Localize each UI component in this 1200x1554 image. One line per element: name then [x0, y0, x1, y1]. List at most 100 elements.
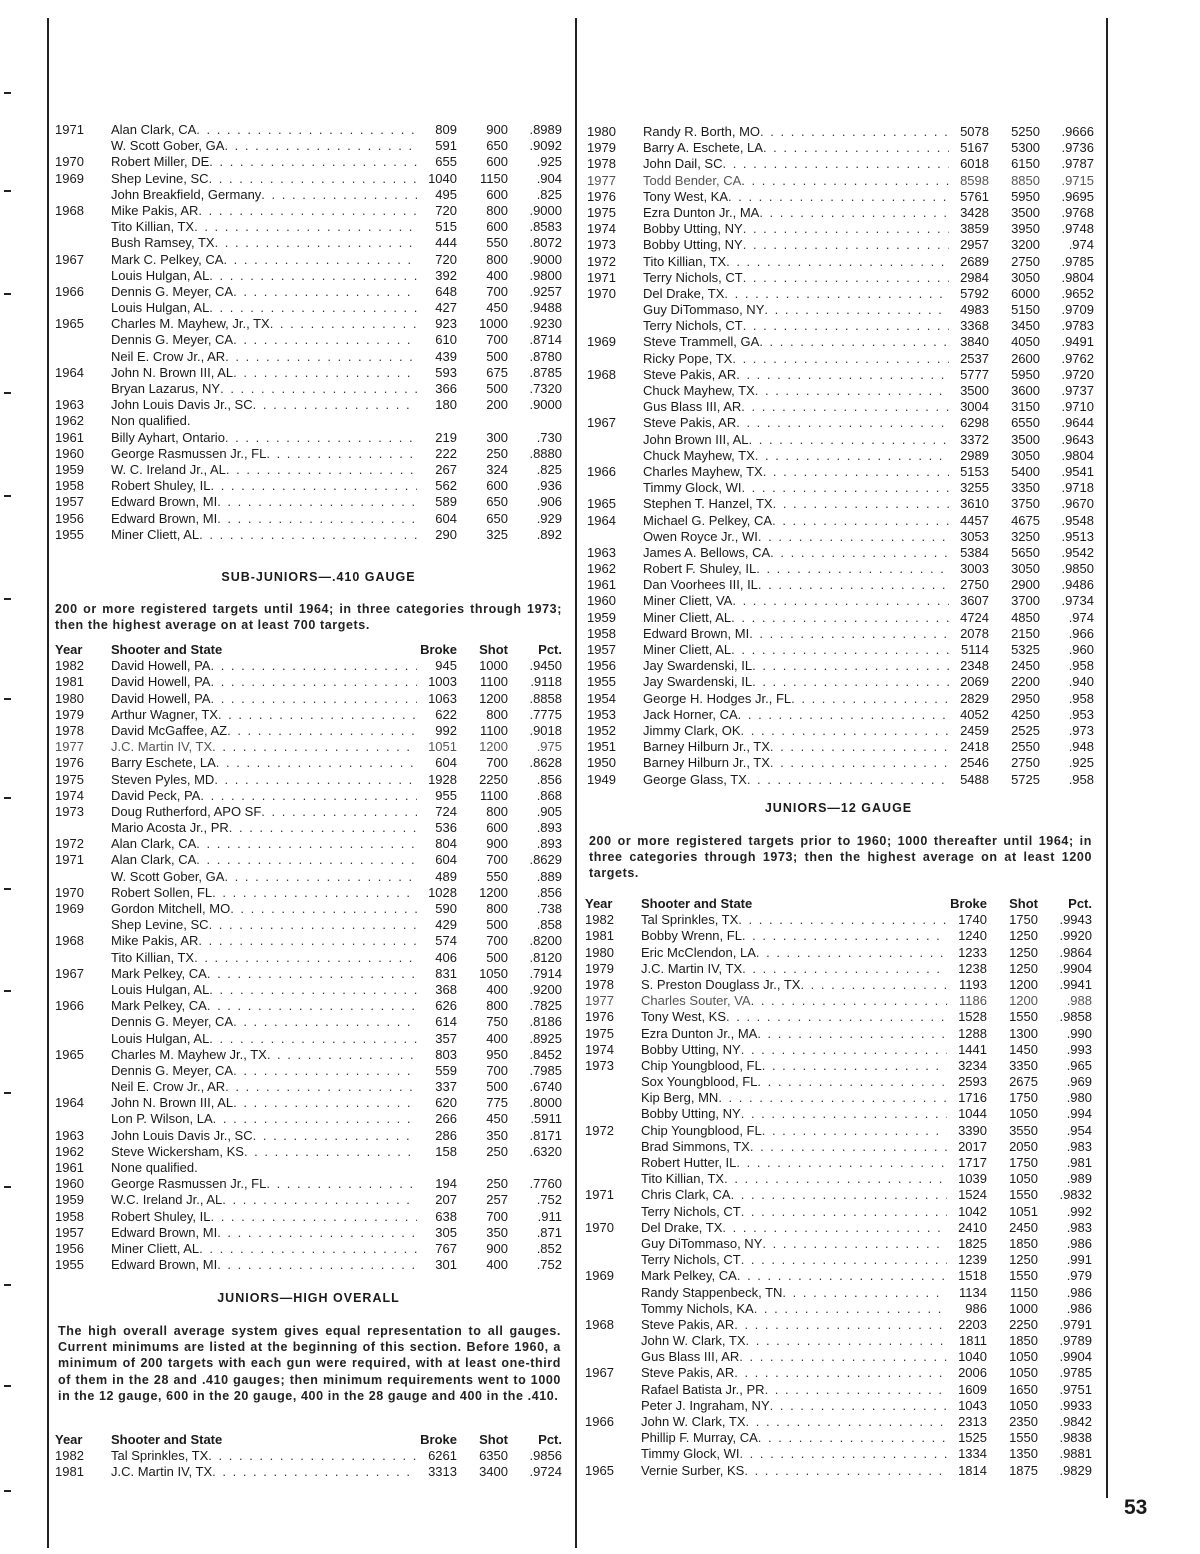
year-cell: 1957	[55, 494, 84, 510]
dot-leader: . . . . . . . . . . . . . . . . . . . . …	[200, 787, 417, 803]
broke-cell: 3368	[960, 318, 989, 334]
pct-cell: .988	[1066, 993, 1092, 1009]
year-cell: 1958	[55, 1208, 84, 1224]
shot-cell: 1050	[479, 965, 508, 981]
dot-leader: . . . . . . . . . . . . . . . . . . . . …	[740, 1041, 947, 1057]
shooter-cell: Charles M. Mayhew, Jr., TX	[111, 316, 270, 332]
shooter-cell: Del Drake, TX	[643, 285, 725, 301]
table-row: Louis Hulgan, AL . . . . . . . . . . . .…	[55, 300, 562, 316]
left-continued-table: 1971 Alan Clark, CA . . . . . . . . . . .…	[55, 122, 562, 543]
broke-cell: 1043	[958, 1397, 987, 1413]
dot-leader: . . . . . . . . . . . . . . . . . . . . …	[734, 1365, 947, 1381]
shooter-cell: Steve Trammell, GA	[643, 334, 760, 350]
shot-cell: 1550	[1009, 1187, 1038, 1203]
broke-cell: 1003	[428, 674, 457, 690]
dot-leader: . . . . . . . . . . . . . . . . . . . . …	[252, 397, 417, 413]
year-cell: 1982	[585, 912, 614, 928]
pct-cell: .738	[536, 901, 562, 916]
year-cell: 1973	[55, 803, 84, 819]
dot-leader: . . . . . . . . . . . . . . . . . . . . …	[210, 690, 417, 706]
table-row: 1967 Steve Pakis, AR . . . . . . . . . . …	[585, 1365, 1092, 1381]
year-cell: 1961	[55, 1160, 84, 1175]
broke-cell: 158	[435, 1143, 457, 1159]
broke-cell: 5167	[960, 140, 989, 156]
broke-cell: 574	[435, 933, 457, 949]
year-cell	[585, 1398, 641, 1414]
broke-cell: 5792	[960, 285, 989, 301]
dot-leader: . . . . . . . . . . . . . . . . . . . . …	[757, 1430, 947, 1446]
shooter-cell: Guy DiTommaso, NY	[641, 1235, 763, 1251]
table-row: Louis Hulgan, AL . . . . . . . . . . . .…	[55, 268, 562, 284]
table-row: 1972 Alan Clark, CA . . . . . . . . . . .…	[55, 836, 562, 852]
table-row: 1958 Robert Shuley, IL . . . . . . . . . …	[55, 1209, 562, 1225]
table-row: 1965 Charles M. Mayhew, Jr., TX . . . . .…	[55, 316, 562, 332]
pct-cell: .954	[1066, 1122, 1092, 1138]
broke-cell: 638	[435, 1208, 457, 1224]
broke-cell: 2984	[960, 269, 989, 285]
dot-leader: . . . . . . . . . . . . . . . . . . . . …	[233, 364, 417, 380]
table-row: 1959 Miner Cliett, AL . . . . . . . . . .…	[587, 610, 1094, 626]
dot-leader: . . . . . . . . . . . . . . . . . . . . …	[740, 1106, 947, 1122]
broke-cell	[417, 413, 457, 429]
margin-mark	[4, 1186, 11, 1188]
table-row: Bobby Utting, NY . . . . . . . . . . . .…	[585, 1106, 1092, 1122]
shot-cell: 5650	[1011, 544, 1040, 560]
dot-leader: . . . . . . . . . . . . . . . . . . . . …	[800, 976, 947, 992]
dot-leader: . . . . . . . . . . . . . . . . . . . . …	[261, 803, 417, 819]
pct-cell: .9787	[1061, 156, 1094, 172]
shooter-cell: David Howell, PA	[111, 690, 211, 706]
pct-cell: .9643	[1061, 431, 1094, 447]
broke-cell: 1288	[958, 1025, 987, 1041]
year-cell: 1970	[55, 884, 84, 900]
shot-cell: 1450	[1009, 1041, 1038, 1057]
dot-leader: . . . . . . . . . . . . . . . . . . . . …	[233, 1062, 417, 1078]
broke-cell: 1334	[958, 1446, 987, 1462]
broke-cell: 1717	[958, 1155, 987, 1170]
pct-cell: .9666	[1061, 124, 1094, 139]
table-row: Terry Nichols, CT . . . . . . . . . . . …	[585, 1252, 1092, 1268]
broke-cell: 6261	[428, 1448, 457, 1464]
pct-cell: .9118	[530, 674, 562, 690]
pct-cell: .9832	[1059, 1187, 1092, 1203]
shot-cell: 700	[486, 283, 508, 299]
table-row: 1954 George H. Hodges Jr., FL . . . . . .…	[587, 691, 1094, 707]
table-row: Dennis G. Meyer, CA . . . . . . . . . . …	[55, 332, 562, 348]
table-row: 1964 John N. Brown III, AL . . . . . . . …	[55, 1095, 562, 1111]
broke-cell: 986	[965, 1300, 987, 1316]
shooter-cell: Dennis G. Meyer, CA	[111, 1062, 234, 1078]
table-row: 1957 Edward Brown, MI . . . . . . . . . .…	[55, 1225, 562, 1241]
shooter-cell: Dennis G. Meyer, CA	[111, 1014, 234, 1030]
pct-cell: .980	[1066, 1090, 1092, 1106]
shooter-cell: Charles Souter, VA	[641, 993, 751, 1009]
shooter-cell: Shooter and State	[111, 1432, 223, 1447]
broke-cell: 3053	[960, 528, 989, 544]
dot-leader: . . . . . . . . . . . . . . . . . . . . …	[730, 1187, 947, 1203]
pct-cell: .8452	[529, 1046, 562, 1062]
dot-leader: . . . . . . . . . . . . . . . . . . . . …	[718, 1090, 947, 1106]
broke-cell: 655	[435, 154, 457, 170]
dot-leader: . . . . . . . . . . . . . . . . . . . . …	[208, 170, 417, 186]
shot-cell: 2675	[1009, 1074, 1038, 1090]
broke-cell: 2593	[958, 1074, 987, 1090]
year-cell: 1955	[55, 526, 84, 542]
pct-cell: .7825	[529, 998, 562, 1014]
table-row: 1981 J.C. Martin IV, TX . . . . . . . . .…	[55, 1464, 562, 1480]
shot-cell: 6350	[479, 1448, 508, 1464]
year-cell	[585, 1349, 641, 1365]
shot-cell: 1051	[1009, 1203, 1038, 1219]
pct-cell: .9864	[1059, 944, 1092, 960]
shooter-cell: Rafael Batista Jr., PR	[641, 1381, 765, 1397]
dot-leader: . . . . . . . . . . . . . . . . . . . . …	[756, 561, 949, 577]
shooter-cell: Terry Nichols, CT	[641, 1252, 741, 1268]
dot-leader: . . . . . . . . . . . . . . . . . . . . …	[198, 933, 417, 949]
year-cell: 1977	[55, 739, 84, 755]
shot-cell: 250	[486, 1143, 508, 1159]
shooter-cell: Steve Pakis, AR	[641, 1316, 735, 1332]
shot-cell: 1050	[1009, 1171, 1038, 1187]
shot-cell: 3200	[1011, 237, 1040, 253]
broke-cell: 2017	[958, 1138, 987, 1154]
shooter-cell: Dennis G. Meyer, CA	[111, 332, 234, 348]
year-cell	[585, 1301, 641, 1317]
pct-cell: .9709	[1061, 302, 1094, 318]
shooter-cell: Eric McClendon, LA	[641, 944, 756, 960]
